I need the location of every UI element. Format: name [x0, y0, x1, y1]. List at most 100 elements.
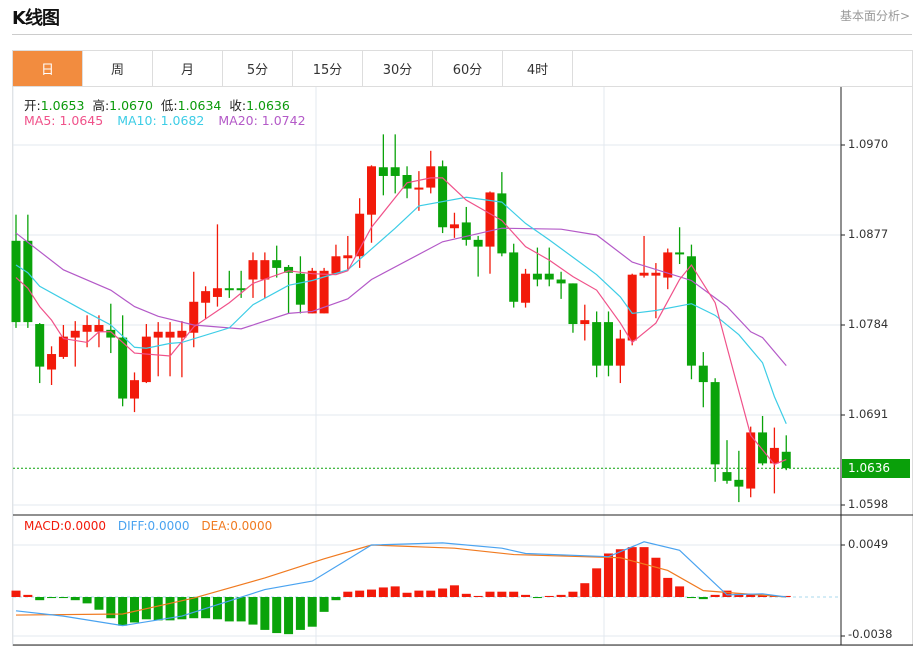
macd-bar [272, 597, 282, 634]
candle-body [236, 288, 246, 291]
macd-bar [307, 597, 317, 627]
macd-bar [639, 547, 649, 597]
macd-bar [758, 594, 768, 597]
tab-30min[interactable]: 30分 [363, 51, 433, 86]
candle-body [390, 167, 400, 176]
candle-body [604, 322, 613, 366]
macd-tick: 0.0049 [848, 537, 889, 551]
macd-bar [485, 591, 495, 597]
macd-bar [284, 597, 294, 635]
low-value: 1.0634 [177, 98, 222, 113]
price-tick: 1.0970 [848, 137, 889, 151]
ma10-line [15, 196, 787, 424]
macd-bar [461, 593, 471, 597]
candle-body [663, 252, 673, 278]
candle-body [224, 288, 234, 291]
macd-bar [509, 591, 519, 597]
macd-bar [734, 593, 744, 597]
macd-bar [449, 585, 459, 597]
candle-body [212, 288, 222, 297]
candle-body [319, 270, 329, 314]
macd-bar [426, 590, 436, 597]
macd-bar [663, 577, 673, 597]
macd-bar [710, 594, 720, 597]
candle-body [639, 272, 649, 276]
macd-bar [248, 597, 258, 625]
candle-body [758, 432, 768, 464]
candle-body [141, 336, 151, 383]
macd-bar [497, 591, 507, 597]
macd-bar [378, 587, 388, 597]
macd-bar [604, 553, 613, 597]
candle-body [284, 266, 294, 273]
candle-body [485, 192, 495, 247]
macd-bar [686, 597, 696, 599]
macd-bar [319, 597, 329, 612]
ma10-legend: MA10: 1.0682 [117, 113, 205, 128]
candle-body [710, 382, 720, 465]
ma20-line [15, 227, 787, 367]
macd-bar [367, 589, 376, 597]
candle-body [461, 222, 471, 240]
macd-bar [47, 597, 57, 599]
tab-month[interactable]: 月 [153, 51, 223, 86]
high-label: 高: [92, 98, 110, 113]
current-price-label: 1.0636 [842, 459, 910, 478]
macd-bar [212, 597, 222, 620]
tabs-divider [12, 86, 913, 87]
open-value: 1.0653 [40, 98, 85, 113]
candle-body [106, 329, 116, 338]
macd-legend: MACD:0.0000 DIFF:0.0000 DEA:0.0000 [24, 519, 276, 533]
tab-4hour[interactable]: 4时 [503, 51, 573, 86]
candle-body [473, 239, 483, 247]
close-label: 收: [229, 98, 247, 113]
period-tabs: 日 周 月 5分 15分 30分 60分 4时 [13, 51, 573, 86]
tab-day[interactable]: 日 [13, 51, 83, 86]
candle-body [378, 167, 388, 176]
candle-body [35, 324, 45, 367]
header-divider [12, 34, 912, 35]
macd-bar [414, 590, 424, 597]
price-tick: 1.0784 [848, 317, 889, 331]
macd-bar [746, 593, 756, 597]
tab-15min[interactable]: 15分 [293, 51, 363, 86]
candle-body [734, 479, 744, 487]
candle-body [189, 301, 199, 333]
candle-body [94, 325, 104, 332]
macd-bar [224, 597, 234, 622]
candle-body [130, 380, 139, 399]
candle-body [414, 187, 424, 190]
macd-bar [390, 586, 400, 597]
candle-body [592, 322, 602, 366]
macd-bar [153, 597, 163, 621]
fundamental-analysis-link[interactable]: 基本面分析> [839, 9, 910, 23]
tab-60min[interactable]: 60分 [433, 51, 503, 86]
candle-body [627, 274, 637, 341]
candle-body [580, 320, 590, 325]
candle-body [153, 331, 163, 338]
tab-week[interactable]: 周 [83, 51, 153, 86]
macd-bar [580, 583, 590, 597]
candle-body [686, 256, 696, 366]
macd-bar [651, 557, 661, 597]
candle-body [367, 166, 376, 215]
macd-bar [189, 597, 199, 619]
macd-bar [615, 549, 625, 597]
macd-bar [331, 597, 341, 601]
candle-body [118, 337, 128, 399]
macd-bar [698, 597, 708, 600]
candle-body [272, 260, 282, 268]
tab-5min[interactable]: 5分 [223, 51, 293, 86]
macd-bar [130, 597, 139, 623]
diff-value: DIFF:0.0000 [117, 519, 190, 533]
macd-bar [343, 591, 353, 597]
candle-body [402, 175, 412, 189]
macd-bar [532, 597, 542, 599]
macd-tick: -0.0038 [848, 627, 893, 641]
ma5-legend: MA5: 1.0645 [24, 113, 104, 128]
candle-body [568, 283, 578, 325]
macd-bar [58, 597, 68, 599]
macd-bar [295, 597, 305, 630]
candle-body [532, 273, 542, 280]
